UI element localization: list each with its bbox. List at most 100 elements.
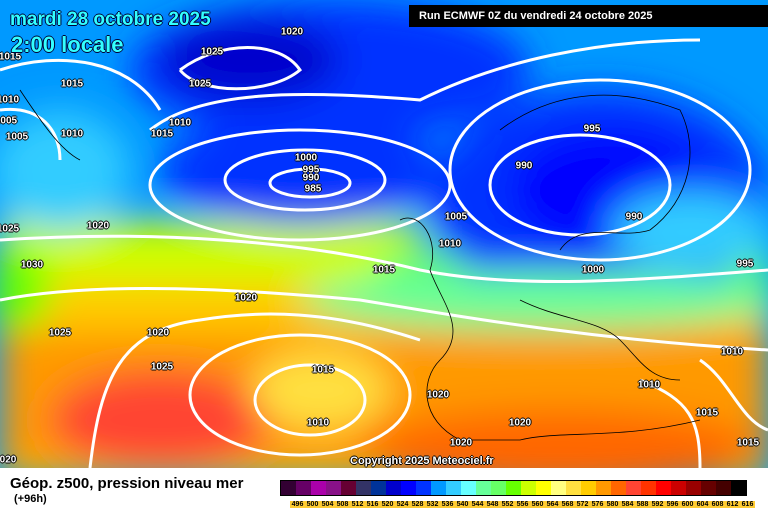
legend-label: 508 xyxy=(335,501,350,508)
isobar-label: 1010 xyxy=(438,238,462,250)
legend-swatch xyxy=(716,481,731,495)
legend-swatch xyxy=(536,481,551,495)
legend-swatch xyxy=(656,481,671,495)
legend-swatch xyxy=(566,481,581,495)
legend-swatch xyxy=(446,481,461,495)
isobar-label: 995 xyxy=(302,164,320,176)
legend-label: 524 xyxy=(395,501,410,508)
isobar-label: 1020 xyxy=(234,292,258,304)
legend-label: 556 xyxy=(515,501,530,508)
isobar-label: 990 xyxy=(625,211,643,223)
legend-label: 536 xyxy=(440,501,455,508)
legend-swatch xyxy=(341,481,356,495)
legend-swatch xyxy=(671,481,686,495)
isobar-label: 1020 xyxy=(280,26,304,38)
isobar-label: 1000 xyxy=(294,152,318,164)
legend-swatch xyxy=(461,481,476,495)
forecast-date: mardi 28 octobre 2025 xyxy=(10,9,211,30)
legend-label: 592 xyxy=(650,501,665,508)
legend-label: 584 xyxy=(620,501,635,508)
legend-label: 532 xyxy=(425,501,440,508)
isobar-label: 1005 xyxy=(0,115,18,127)
isobar-label: 990 xyxy=(515,160,533,172)
isobar-label: 1025 xyxy=(188,78,212,90)
isobar-label: 1025 xyxy=(200,46,224,58)
color-legend xyxy=(280,480,747,496)
legend-swatch xyxy=(596,481,611,495)
legend-swatch xyxy=(686,481,701,495)
legend-swatch xyxy=(701,481,716,495)
legend-label: 520 xyxy=(380,501,395,508)
legend-swatch xyxy=(491,481,506,495)
map-title: Géop. z500, pression niveau mer xyxy=(10,475,244,492)
legend-swatch xyxy=(551,481,566,495)
isobar-label: 1015 xyxy=(372,264,396,276)
legend-swatch xyxy=(311,481,326,495)
legend-swatch xyxy=(356,481,371,495)
isobar-label: 020 xyxy=(0,454,17,466)
legend-label: 572 xyxy=(575,501,590,508)
isobar-label: 1005 xyxy=(5,131,29,143)
legend-swatch xyxy=(506,481,521,495)
isobar-label: 995 xyxy=(583,123,601,135)
legend-label: 552 xyxy=(500,501,515,508)
legend-label: 496 xyxy=(290,501,305,508)
legend-swatch xyxy=(326,481,341,495)
model-run-banner: Run ECMWF 0Z du vendredi 24 octobre 2025 xyxy=(409,5,768,27)
geopotential-field xyxy=(0,0,768,468)
weather-map: 1020 1025 1025 1015 1010 1005 1005 1015 … xyxy=(0,0,768,468)
legend-label: 580 xyxy=(605,501,620,508)
isobar-label: 1010 xyxy=(0,94,20,106)
isobar-label: 1010 xyxy=(168,117,192,129)
isobar-label: 1020 xyxy=(449,437,473,449)
legend-label: 500 xyxy=(305,501,320,508)
legend-label: 540 xyxy=(455,501,470,508)
legend-swatch xyxy=(416,481,431,495)
isobar-label: 1010 xyxy=(60,128,84,140)
legend-label: 604 xyxy=(695,501,710,508)
isobar-label: 995 xyxy=(736,258,754,270)
legend-label: 608 xyxy=(710,501,725,508)
isobar-label: 1025 xyxy=(48,327,72,339)
isobar-label: 1015 xyxy=(695,407,719,419)
isobar-label: 1010 xyxy=(720,346,744,358)
legend-swatch xyxy=(626,481,641,495)
isobar-label: 1015 xyxy=(150,128,174,140)
legend-label: 596 xyxy=(665,501,680,508)
legend-label: 612 xyxy=(725,501,740,508)
legend-swatch xyxy=(281,481,296,495)
legend-label: 564 xyxy=(545,501,560,508)
isobar-label: 1020 xyxy=(508,417,532,429)
legend-swatch xyxy=(611,481,626,495)
legend-label: 600 xyxy=(680,501,695,508)
isobar-label: 990 xyxy=(302,172,320,184)
isobar-label: 1010 xyxy=(306,417,330,429)
legend-swatch xyxy=(581,481,596,495)
legend-swatch xyxy=(296,481,311,495)
isobar-label: 1025 xyxy=(0,223,20,235)
isobar-label: 1020 xyxy=(426,389,450,401)
legend-label: 504 xyxy=(320,501,335,508)
legend-label: 560 xyxy=(530,501,545,508)
forecast-time: 2:00 locale xyxy=(11,32,124,57)
legend-label: 512 xyxy=(350,501,365,508)
isobar-label: 1025 xyxy=(150,361,174,373)
isobar-label: 1015 xyxy=(60,78,84,90)
isobar-label: 1015 xyxy=(311,364,335,376)
legend-swatch xyxy=(401,481,416,495)
isobar-label: 1015 xyxy=(0,51,22,63)
legend-label: 576 xyxy=(590,501,605,508)
isobar-label: 1005 xyxy=(444,211,468,223)
legend-swatch xyxy=(731,481,746,495)
legend-label: 616 xyxy=(740,501,755,508)
legend-swatch xyxy=(476,481,491,495)
isobar-label: 985 xyxy=(304,183,322,195)
legend-swatch xyxy=(386,481,401,495)
legend-swatch xyxy=(521,481,536,495)
isobar-label: 1020 xyxy=(146,327,170,339)
isobar-label: 1015 xyxy=(736,437,760,449)
isobar-label: 1020 xyxy=(86,220,110,232)
isobar-label: 1010 xyxy=(637,379,661,391)
legend-swatch xyxy=(641,481,656,495)
legend-label: 568 xyxy=(560,501,575,508)
